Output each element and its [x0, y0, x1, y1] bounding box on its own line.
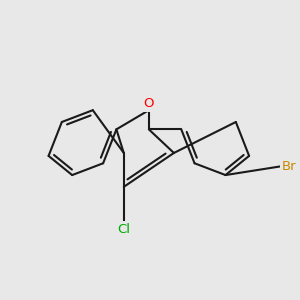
Text: Br: Br	[281, 160, 296, 173]
Text: O: O	[144, 97, 154, 110]
Text: Cl: Cl	[117, 223, 130, 236]
